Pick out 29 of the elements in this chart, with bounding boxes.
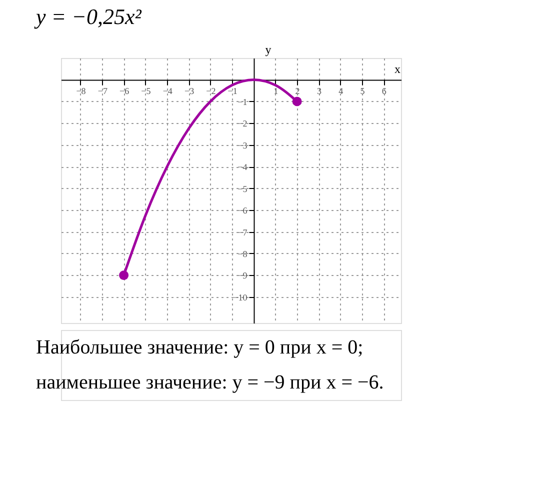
x-tick-label: −2	[206, 86, 216, 96]
x-tick-label: −6	[120, 86, 130, 96]
y-tick-label: −2	[238, 118, 248, 129]
x-tick-label: −5	[141, 86, 152, 96]
x-tick-label: −3	[184, 86, 195, 96]
y-tick-label: −5	[238, 184, 248, 194]
x-tick-label: −7	[98, 86, 108, 96]
y-tick-label: −9	[238, 270, 248, 281]
x-tick-label: −8	[76, 86, 86, 96]
x-tick-label: 1	[274, 86, 278, 96]
x-tick-label: 2	[295, 86, 300, 96]
chart-title: y = −0,25x²	[34, 4, 142, 29]
y-tick-label: −1	[238, 96, 248, 107]
y-tick-label: −6	[238, 206, 248, 216]
y-axis-title: y	[265, 42, 272, 56]
text: наименьшее значение: y = −9 при x = −6.	[36, 372, 384, 394]
x-tick-label: 6	[382, 86, 387, 96]
x-tick-label: 3	[316, 86, 322, 96]
y-tick-label: −4	[238, 162, 248, 172]
x-tick-label: 5	[360, 86, 366, 96]
y-tick-label: −7	[238, 227, 248, 238]
text: Наибольшее значение: y = 0 при x = 0;	[36, 336, 364, 358]
x-tick-label: −4	[162, 86, 173, 96]
y-tick-label: −8	[238, 248, 248, 259]
x-tick-label: −1	[228, 86, 238, 96]
x-tick-label: 4	[338, 86, 344, 96]
y-tick-label: −3	[238, 140, 248, 150]
y-tick-label: −10	[233, 292, 248, 302]
x-axis-title: x	[394, 62, 400, 76]
